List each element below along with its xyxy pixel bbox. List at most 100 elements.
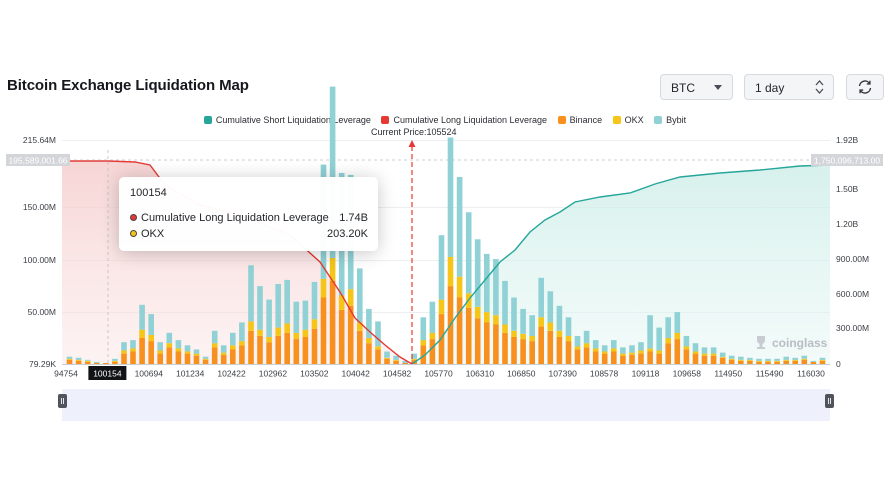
bar-bybit[interactable]	[502, 280, 508, 325]
bar-okx[interactable]	[166, 343, 173, 348]
bar-bybit[interactable]	[202, 356, 209, 359]
bar-okx[interactable]	[121, 350, 127, 354]
bar-bybit[interactable]	[701, 347, 708, 354]
bar-bybit[interactable]	[810, 360, 817, 362]
bar-binance[interactable]	[674, 339, 681, 364]
bar-binance[interactable]	[112, 361, 118, 364]
bar-okx[interactable]	[601, 351, 608, 354]
bar-binance[interactable]	[148, 341, 154, 364]
bar-okx[interactable]	[747, 359, 753, 361]
bar-binance[interactable]	[193, 355, 200, 364]
bar-binance[interactable]	[565, 341, 572, 364]
bar-binance[interactable]	[420, 345, 427, 364]
bar-bybit[interactable]	[738, 356, 744, 360]
bar-bybit[interactable]	[366, 308, 372, 338]
bar-okx[interactable]	[701, 353, 708, 356]
bar-bybit[interactable]	[230, 332, 236, 346]
bar-okx[interactable]	[311, 319, 318, 329]
legend-item[interactable]: Cumulative Short Liquidation Leverage	[203, 115, 371, 125]
bar-okx[interactable]	[511, 330, 517, 337]
bar-okx[interactable]	[157, 350, 163, 354]
bar-okx[interactable]	[484, 312, 490, 323]
bar-bybit[interactable]	[175, 340, 182, 349]
bar-bybit[interactable]	[193, 349, 200, 354]
bar-bybit[interactable]	[484, 253, 490, 313]
bar-bybit[interactable]	[574, 336, 581, 347]
bar-okx[interactable]	[393, 359, 399, 361]
bar-bybit[interactable]	[710, 347, 717, 354]
bar-bybit[interactable]	[184, 345, 191, 352]
bar-binance[interactable]	[456, 297, 463, 365]
bar-bybit[interactable]	[792, 357, 798, 360]
bar-okx[interactable]	[620, 353, 626, 356]
bar-bybit[interactable]	[420, 317, 427, 341]
bar-bybit[interactable]	[647, 315, 653, 349]
bar-binance[interactable]	[248, 330, 254, 364]
bar-okx[interactable]	[248, 321, 254, 331]
bar-bybit[interactable]	[728, 355, 735, 359]
bar-okx[interactable]	[756, 360, 762, 362]
bar-binance[interactable]	[474, 318, 481, 364]
bar-bybit[interactable]	[629, 345, 635, 353]
bar-okx[interactable]	[656, 350, 662, 354]
bar-bybit[interactable]	[211, 330, 218, 344]
bar-binance[interactable]	[520, 339, 526, 364]
bar-okx[interactable]	[84, 360, 91, 362]
bar-binance[interactable]	[638, 353, 644, 364]
legend-item[interactable]: Bybit	[654, 115, 686, 125]
bar-bybit[interactable]	[84, 359, 91, 361]
bar-bybit[interactable]	[465, 212, 472, 294]
bar-okx[interactable]	[338, 295, 345, 310]
bar-binance[interactable]	[738, 360, 744, 364]
bar-bybit[interactable]	[148, 314, 154, 335]
bar-binance[interactable]	[429, 339, 436, 364]
bar-bybit[interactable]	[556, 305, 563, 331]
bar-binance[interactable]	[103, 363, 109, 364]
bar-binance[interactable]	[311, 328, 318, 364]
bar-okx[interactable]	[547, 322, 554, 331]
bar-okx[interactable]	[347, 289, 354, 306]
bar-bybit[interactable]	[511, 297, 517, 331]
bar-bybit[interactable]	[756, 358, 762, 361]
bar-okx[interactable]	[538, 317, 544, 327]
bar-binance[interactable]	[257, 336, 263, 364]
zoom-handle-right[interactable]	[825, 394, 834, 408]
bar-okx[interactable]	[502, 324, 508, 333]
bar-bybit[interactable]	[493, 259, 499, 316]
bar-okx[interactable]	[139, 329, 145, 338]
bar-binance[interactable]	[547, 330, 554, 364]
bar-bybit[interactable]	[665, 317, 671, 339]
bar-bybit[interactable]	[692, 343, 699, 352]
bar-bybit[interactable]	[329, 86, 336, 258]
bar-binance[interactable]	[211, 347, 218, 364]
bar-bybit[interactable]	[130, 340, 136, 349]
bar-okx[interactable]	[329, 258, 336, 281]
bar-bybit[interactable]	[66, 356, 73, 359]
bar-binance[interactable]	[747, 360, 753, 364]
bar-okx[interactable]	[765, 360, 771, 362]
bar-binance[interactable]	[320, 297, 327, 365]
bar-bybit[interactable]	[112, 358, 118, 361]
bar-okx[interactable]	[456, 276, 463, 298]
bar-binance[interactable]	[665, 343, 671, 364]
bar-bybit[interactable]	[121, 342, 127, 351]
bar-binance[interactable]	[656, 353, 662, 364]
bar-bybit[interactable]	[456, 177, 463, 277]
bar-okx[interactable]	[493, 315, 499, 325]
legend-item[interactable]: Cumulative Long Liquidation Leverage	[381, 115, 547, 125]
bar-binance[interactable]	[502, 332, 508, 364]
bar-okx[interactable]	[801, 358, 808, 360]
bar-binance[interactable]	[266, 342, 272, 364]
bar-okx[interactable]	[738, 359, 744, 361]
bar-bybit[interactable]	[656, 327, 662, 351]
bar-bybit[interactable]	[747, 357, 753, 360]
bar-binance[interactable]	[75, 360, 82, 364]
bar-binance[interactable]	[366, 343, 372, 364]
bar-bybit[interactable]	[393, 355, 399, 360]
bar-okx[interactable]	[429, 332, 436, 339]
bar-bybit[interactable]	[302, 300, 309, 330]
bar-okx[interactable]	[692, 351, 699, 354]
bar-binance[interactable]	[329, 280, 336, 364]
bar-okx[interactable]	[728, 358, 735, 360]
bar-bybit[interactable]	[375, 321, 381, 347]
